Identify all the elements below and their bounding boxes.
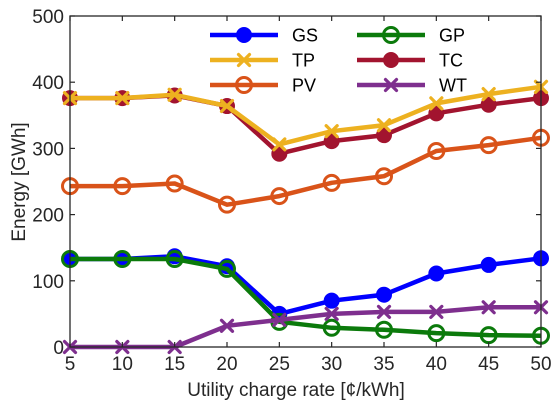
legend-label-tp: TP: [292, 51, 315, 71]
legend-marker-wt: [383, 77, 399, 93]
data-point-gp: [427, 324, 446, 343]
data-point-pv: [427, 142, 446, 161]
legend: GS GP TP TC PV WT: [210, 26, 467, 96]
x-tick-label: 20: [216, 354, 237, 375]
legend-label-gp: GP: [439, 26, 465, 46]
data-point-wt: [429, 304, 444, 320]
data-point-pv: [375, 167, 393, 186]
series-line-tp: [70, 84, 542, 147]
x-axis-title: Utility charge rate [¢/kWh]: [187, 380, 405, 401]
data-point-tp: [115, 90, 130, 106]
x-tick-label: 5: [65, 354, 76, 375]
x-tick-label: 50: [530, 354, 551, 375]
data-point-pv: [270, 187, 289, 206]
legend-item-tp: TP: [210, 51, 315, 71]
y-tick-label: 100: [32, 272, 64, 293]
data-point-gp: [165, 249, 184, 268]
legend-marker-gp: [382, 26, 400, 44]
y-tick-label: 200: [32, 206, 64, 227]
y-tick-label: 0: [53, 338, 64, 359]
data-point-pv: [322, 173, 341, 192]
data-point-wt: [481, 300, 496, 315]
legend-marker-pv: [235, 76, 253, 94]
legend-marker-tc: [383, 52, 399, 68]
data-point-gs: [480, 256, 497, 273]
data-point-tp: [167, 87, 182, 102]
x-tick-label: 10: [112, 354, 133, 375]
data-point-wt: [376, 304, 392, 320]
series-gp: [61, 249, 550, 345]
x-tick-label: 30: [321, 354, 342, 375]
x-tick-label: 40: [426, 354, 447, 375]
x-tick-label: 35: [373, 354, 394, 375]
series-line-gp: [70, 256, 542, 338]
data-point-gs: [428, 265, 445, 282]
legend-item-pv: PV: [210, 76, 316, 96]
series-line-pv: [70, 135, 542, 207]
data-point-pv: [113, 177, 132, 196]
legend-item-gp: GP: [357, 26, 465, 46]
data-point-tc: [480, 96, 497, 113]
legend-item-wt: WT: [357, 76, 467, 96]
data-point-tp: [429, 96, 444, 111]
series-tp: [62, 79, 549, 152]
legend-item-gs: GS: [210, 26, 318, 46]
y-axis-title: Energy [GWh]: [9, 122, 30, 241]
legend-marker-tp: [236, 52, 252, 68]
data-point-tp: [324, 124, 339, 139]
y-tick-label: 300: [32, 139, 64, 160]
legend-item-tc: TC: [357, 51, 463, 71]
data-point-tp: [481, 87, 496, 102]
legend-label-gs: GS: [292, 26, 318, 46]
x-tick-label: 45: [478, 354, 499, 375]
x-tick-label: 15: [164, 354, 185, 375]
data-point-wt: [272, 312, 287, 327]
data-point-tp: [376, 118, 392, 133]
data-point-tp: [272, 137, 287, 152]
data-point-gp: [375, 320, 393, 339]
legend-marker-gs: [236, 27, 252, 43]
data-point-gp: [113, 249, 132, 268]
y-tick-label: 500: [32, 7, 64, 28]
data-point-gs: [323, 292, 340, 309]
data-point-gs: [376, 286, 392, 303]
data-point-pv: [218, 195, 236, 214]
data-point-tp: [219, 98, 235, 114]
data-point-gp: [322, 318, 341, 337]
data-point-gp: [218, 259, 236, 278]
data-point-tc: [323, 133, 340, 150]
legend-label-tc: TC: [439, 51, 463, 71]
legend-label-wt: WT: [439, 76, 467, 96]
data-point-wt: [219, 318, 235, 333]
plot-frame: [69, 15, 542, 348]
data-point-tc: [376, 127, 392, 144]
data-point-wt: [324, 306, 339, 321]
x-tick-label: 25: [269, 354, 290, 375]
data-point-pv: [165, 174, 184, 193]
y-tick-label: 400: [32, 73, 64, 94]
legend-label-pv: PV: [292, 76, 316, 96]
data-point-pv: [479, 136, 498, 155]
